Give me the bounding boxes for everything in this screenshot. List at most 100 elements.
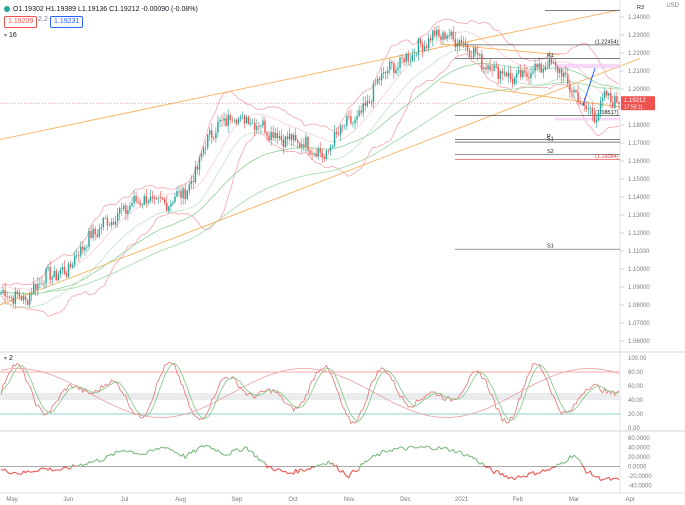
candle-body [100, 227, 103, 229]
candle-body [597, 113, 600, 121]
momentum-segment [51, 469, 55, 472]
candle-body [540, 63, 542, 73]
candle-body [573, 90, 575, 93]
candle-body [585, 106, 587, 109]
sell-price-button[interactable]: 1.19209 [4, 16, 38, 28]
candle-body [493, 65, 495, 71]
candle-body [548, 57, 551, 68]
candle-body [487, 65, 489, 70]
time-tick-label: 2021 [455, 497, 469, 503]
stoch-d-line [0, 363, 620, 422]
momentum-segment [258, 459, 262, 461]
candle-body [415, 54, 418, 56]
momentum-segment [86, 461, 90, 465]
momentum-segment [238, 449, 241, 453]
candle-body [209, 130, 211, 135]
momentum-segment [497, 470, 501, 476]
candle-body [161, 197, 164, 200]
candle-body [513, 77, 516, 84]
momentum-segment [260, 459, 264, 463]
momentum-segment [344, 473, 348, 477]
momentum-segment [287, 472, 290, 475]
candle-body [405, 53, 407, 63]
candle-body [376, 78, 379, 84]
stoch-tick-label: 20.00 [628, 412, 644, 418]
candle-body [610, 93, 612, 102]
momentum-segment [373, 454, 376, 457]
candle-body [605, 91, 608, 96]
candle-body [454, 39, 456, 48]
candle-body [329, 146, 332, 152]
momentum-segment [501, 472, 505, 478]
candle-body [524, 70, 526, 73]
momentum-segment [565, 460, 569, 463]
candle-body [98, 228, 100, 237]
momentum-tick-label: 40.0000 [628, 445, 650, 451]
candle-body [270, 132, 272, 141]
candle-body [307, 136, 309, 151]
momentum-segment [505, 475, 509, 480]
candle-body [403, 58, 405, 63]
candle-body [323, 157, 326, 159]
momentum-segment [469, 455, 472, 458]
candle-body [419, 38, 422, 44]
momentum-segment [547, 469, 550, 471]
price-tick-label: 1.16000 [628, 159, 650, 165]
momentum-segment [25, 470, 29, 474]
candle-body [391, 61, 393, 64]
momentum-segment [477, 461, 481, 465]
momentum-segment [493, 470, 497, 474]
candle-body [450, 31, 452, 36]
momentum-segment [327, 460, 331, 465]
momentum-segment [256, 455, 260, 461]
momentum-segment [190, 449, 194, 454]
momentum-segment [285, 470, 288, 475]
candle-body [206, 134, 209, 148]
momentum-segment [236, 448, 239, 451]
candle-body [515, 73, 518, 78]
candle-body [174, 196, 176, 203]
candle-body [358, 110, 360, 116]
candle-body [395, 69, 397, 74]
momentum-segment [80, 463, 84, 467]
ohlc-readout: O1.19302 H1.19389 L1.19136 C1.19212 -0.0… [13, 5, 198, 13]
candle-body [472, 47, 475, 58]
candle-body [139, 202, 141, 205]
price-tick-label: 1.10000 [628, 267, 650, 273]
candle-body [509, 72, 512, 80]
candle-body [190, 180, 193, 185]
candle-body [507, 72, 510, 77]
candle-body [505, 72, 508, 77]
momentum-segment [217, 449, 221, 453]
momentum-segment [465, 453, 468, 457]
candle-body [251, 122, 254, 124]
momentum-segment [551, 466, 554, 469]
momentum-segment [123, 449, 127, 453]
main-indicator-label[interactable]: ▾ 16 [4, 32, 17, 39]
candle-body [221, 119, 223, 121]
candle-body [155, 198, 158, 199]
candle-body [438, 29, 440, 37]
collapse-chevron-icon[interactable]: ▾ [4, 33, 8, 39]
pivot-label: (1.16084) [595, 154, 619, 160]
momentum-segment [522, 475, 526, 478]
candle-body [587, 108, 589, 110]
candle-body [276, 132, 278, 138]
time-tick-label: Oct [288, 497, 298, 503]
candle-body [166, 202, 168, 211]
pivot-label: (1.18517) [595, 110, 619, 116]
candle-body [552, 62, 555, 64]
candle-body [501, 71, 504, 74]
buy-price-button[interactable]: 1.19231 [50, 16, 84, 28]
candle-body [423, 46, 426, 51]
candle-body [321, 152, 323, 158]
collapse-chevron-icon[interactable]: ▾ [4, 356, 8, 362]
candle-body [73, 255, 76, 265]
candle-body [247, 117, 250, 124]
stoch-indicator-label[interactable]: ▾ 2 [4, 355, 13, 362]
candle-body [272, 132, 274, 138]
candle-body [526, 72, 528, 77]
candle-body [378, 78, 381, 81]
candle-body [563, 72, 565, 77]
